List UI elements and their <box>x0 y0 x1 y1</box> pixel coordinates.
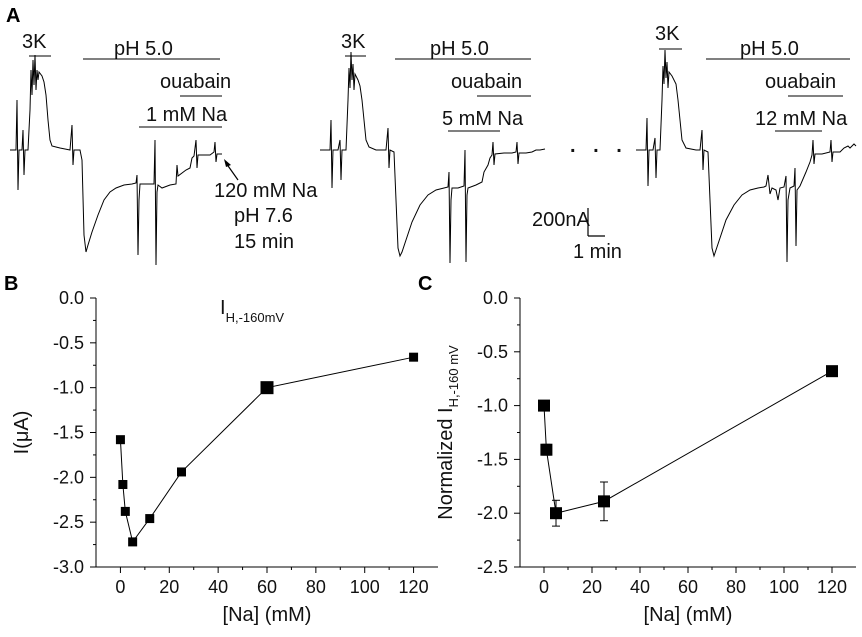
trace-2-ouabain-label: ouabain <box>451 71 522 93</box>
panel-a: A 3K pH 5.0 ouabain 1 mM Na 120 mM Na pH… <box>6 5 857 266</box>
y-tick-label: -0.5 <box>53 333 84 353</box>
x-axis-label: [Na] (mM) <box>223 604 312 626</box>
y-tick-label: -1.5 <box>477 449 508 469</box>
data-point <box>260 381 274 395</box>
y-tick-label: -1.5 <box>53 423 84 443</box>
series-line <box>543 370 833 514</box>
x-tick-label: 80 <box>726 577 746 597</box>
y-tick-label: -1.0 <box>477 396 508 416</box>
wash-line-2: pH 7.6 <box>234 205 293 227</box>
x-axis-label: [Na] (mM) <box>644 604 733 626</box>
panel-letter-b: B <box>4 273 18 295</box>
y-tick-label: 0.0 <box>59 288 84 308</box>
x-tick-label: 60 <box>257 577 277 597</box>
panel-c: C 0 20 40 60 80 100 120 0.0 -0.5 -1.0 -1.5 -2.0 -2.5… <box>418 273 856 626</box>
x-tick-label: 120 <box>399 577 429 597</box>
trace-3-current <box>636 49 857 263</box>
y-axis-label: I(μA) <box>11 411 33 455</box>
trace-3-k-label: 3K <box>655 23 680 45</box>
y-tick-label: -2.5 <box>53 512 84 532</box>
chart-b: 0 20 40 60 80 100 120 0.0 -0.5 -1.0 -1.5 -2.0 -2.5 -3… <box>11 288 438 626</box>
x-tick-label: 120 <box>817 577 847 597</box>
y-tick-label: -3.0 <box>53 557 84 577</box>
x-tick-label: 60 <box>678 577 698 597</box>
scale-time-label: 1 min <box>573 241 622 263</box>
panel-letter-c: C <box>418 273 432 295</box>
x-tick-label: 80 <box>306 577 326 597</box>
x-tick-label: 40 <box>630 577 650 597</box>
ellipsis: . . . <box>570 135 628 157</box>
chart-c: 0 20 40 60 80 100 120 0.0 -0.5 -1.0 -1.5 -2.0 -2.5 [N… <box>435 288 856 626</box>
trace-1-k-label: 3K <box>22 31 47 53</box>
y-tick-label: -1.0 <box>53 378 84 398</box>
data-point <box>826 365 838 378</box>
scale-bar: 200nA 1 min <box>532 208 622 263</box>
x-tick-label: 0 <box>115 577 125 597</box>
y-axis-label: Normalized IH,-160 mV <box>435 345 461 520</box>
data-point <box>115 435 125 445</box>
data-point <box>128 537 138 547</box>
data-point <box>540 443 553 456</box>
y-tick-label: -0.5 <box>477 342 508 362</box>
trace-1-na-label: 1 mM Na <box>146 104 228 126</box>
trace-1-current <box>10 54 222 266</box>
data-point <box>177 467 186 477</box>
arrow-annotation <box>224 159 239 181</box>
wash-line-3: 15 min <box>234 231 294 253</box>
trace-2-na-label: 5 mM Na <box>442 108 524 130</box>
trace-2-ph-label: pH 5.0 <box>430 38 489 60</box>
data-point <box>118 480 128 490</box>
wash-line-1: 120 mM Na <box>214 180 318 202</box>
data-point <box>120 506 130 516</box>
trace-3-ph-label: pH 5.0 <box>740 38 799 60</box>
data-point <box>550 507 562 520</box>
panel-letter-a: A <box>6 5 20 27</box>
x-tick-label: 20 <box>159 577 179 597</box>
trace-2: 3K pH 5.0 ouabain 5 mM Na <box>320 31 546 264</box>
data-point <box>598 495 610 508</box>
y-tick-label: -2.0 <box>477 503 508 523</box>
x-tick-label: 0 <box>539 577 549 597</box>
trace-3-na-label: 12 mM Na <box>755 108 848 130</box>
x-tick-label: 100 <box>350 577 380 597</box>
x-tick-label: 40 <box>208 577 228 597</box>
x-tick-label: 20 <box>582 577 602 597</box>
trace-1: 3K pH 5.0 ouabain 1 mM Na 120 mM Na pH 7… <box>10 31 318 266</box>
trace-3: 3K pH 5.0 ouabain 12 mM Na <box>636 23 857 263</box>
trace-1-ouabain-label: ouabain <box>160 71 231 93</box>
y-tick-label: -2.5 <box>477 557 508 577</box>
data-point <box>145 514 155 524</box>
x-tick-label: 100 <box>769 577 799 597</box>
chart-b-inset-label: IH,-160mV <box>220 297 284 325</box>
trace-2-k-label: 3K <box>341 31 366 53</box>
scale-current-label: 200nA <box>532 209 590 231</box>
data-point <box>409 352 419 362</box>
panel-b: B 0 20 40 60 80 100 120 0.0 -0.5 -1.0 -1.5 -2.0 -2.5… <box>4 273 438 626</box>
trace-2-current <box>320 51 546 264</box>
trace-3-ouabain-label: ouabain <box>765 71 836 93</box>
data-point <box>538 399 550 412</box>
y-tick-label: 0.0 <box>483 288 508 308</box>
y-tick-label: -2.0 <box>53 467 84 487</box>
trace-1-ph-label: pH 5.0 <box>114 38 173 60</box>
